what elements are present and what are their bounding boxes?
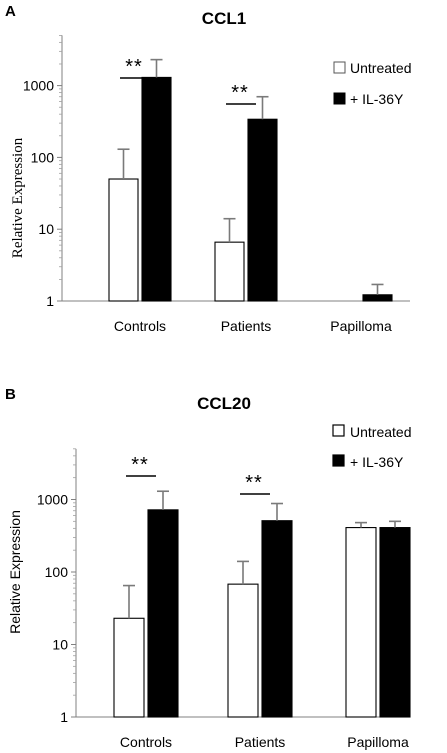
legend-swatch-il36-b — [332, 454, 345, 467]
x-tick-label-a: Patients — [221, 318, 272, 334]
bar-il36y-b — [147, 509, 179, 718]
y-tick-label-b: 1000 — [37, 492, 68, 508]
y-tick-label-a: 1 — [46, 293, 54, 309]
legend-label-il36-a: + IL-36Y — [350, 91, 404, 107]
bar-untreated-b — [227, 583, 259, 718]
panel-label-a: A — [5, 3, 16, 20]
panel-label-b: B — [5, 386, 16, 403]
chart-title-a: CCL1 — [202, 9, 246, 28]
y-tick-label-a: 1000 — [23, 78, 54, 94]
bar-untreated-a — [108, 178, 139, 302]
y-tick-label-b: 1 — [60, 709, 68, 725]
x-tick-label-a: Papilloma — [330, 318, 392, 334]
significance-label-b: ** — [131, 454, 149, 476]
x-tick-label-b: Controls — [120, 734, 172, 750]
y-axis-label-a: Relative Expression — [10, 137, 26, 258]
plot-area-b: 1 10 100 1000 Controls Patients Papilloma ** ** — [37, 448, 411, 750]
bar-il36y-a — [141, 76, 172, 302]
y-tick-label-b: 10 — [52, 637, 68, 653]
legend-label-untreated-b: Untreated — [350, 424, 411, 440]
bar-untreated-b — [345, 527, 377, 718]
bar-untreated-a — [214, 241, 245, 302]
legend-b: Untreated + IL-36Y — [332, 424, 411, 470]
y-tick-label-b: 100 — [45, 564, 69, 580]
x-tick-label-b: Papilloma — [347, 734, 409, 750]
y-tick-label-a: 100 — [31, 149, 55, 165]
bar-il36y-a — [362, 294, 393, 302]
legend-label-il36-b: + IL-36Y — [350, 454, 404, 470]
x-tick-label-a: Controls — [114, 318, 166, 334]
plot-area-a: 1 10 100 1000 Controls Patients Papilloma ** ** — [23, 35, 410, 334]
significance-label-a: ** — [231, 82, 249, 104]
x-tick-label-b: Patients — [235, 734, 286, 750]
legend-swatch-untreated-b — [332, 424, 345, 437]
significance-label-b: ** — [245, 472, 263, 494]
legend-a: Untreated + IL-36Y — [333, 60, 411, 107]
bar-il36y-b — [379, 527, 411, 718]
y-tick-label-a: 10 — [38, 221, 54, 237]
y-axis-label-b: Relative Expression — [7, 510, 23, 634]
bar-untreated-b — [113, 617, 145, 718]
bar-il36y-b — [261, 520, 293, 718]
legend-swatch-il36-a — [333, 92, 346, 105]
bar-il36y-a — [247, 118, 278, 302]
significance-label-a: ** — [125, 56, 143, 78]
chart-title-b: CCL20 — [197, 394, 251, 413]
legend-swatch-untreated-a — [333, 61, 346, 74]
legend-label-untreated-a: Untreated — [350, 60, 411, 76]
